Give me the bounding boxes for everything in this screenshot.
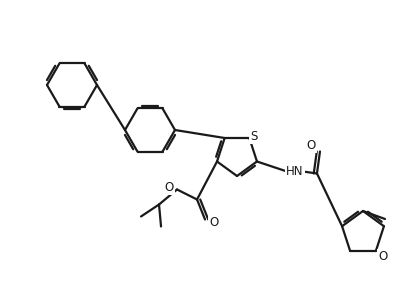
- Text: O: O: [378, 250, 388, 263]
- Text: S: S: [251, 130, 258, 142]
- Text: O: O: [210, 216, 219, 229]
- Text: HN: HN: [286, 165, 304, 178]
- Text: O: O: [306, 139, 315, 152]
- Text: O: O: [164, 181, 173, 194]
